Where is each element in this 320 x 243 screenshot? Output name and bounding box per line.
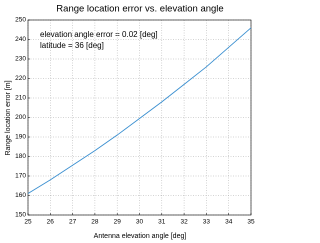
y-tick-label: 240 xyxy=(15,36,26,43)
y-tick-label: 210 xyxy=(15,95,26,102)
x-tick-label: 33 xyxy=(203,219,211,226)
chart-title: Range location error vs. elevation angle xyxy=(56,4,223,15)
y-axis-label: Range location error [m] xyxy=(5,80,12,155)
annotation: latitude = 36 [deg] xyxy=(40,41,104,50)
line xyxy=(27,27,252,194)
y-tick-label: 200 xyxy=(15,114,26,121)
annotation: elevation angle error = 0.02 [deg] xyxy=(40,30,158,39)
x-tick-label: 32 xyxy=(180,219,188,226)
y-tick-label: 150 xyxy=(15,212,26,219)
x-axis-label: Antenna elevation angle [deg] xyxy=(94,233,187,240)
y-tick-label: 160 xyxy=(15,192,26,199)
x-tick-label: 28 xyxy=(91,219,99,226)
y-tick-label: 170 xyxy=(15,173,26,180)
y-tick-label: 190 xyxy=(15,134,26,141)
x-tick-label: 26 xyxy=(47,219,55,226)
y-tick-label: 230 xyxy=(15,56,26,63)
x-tick-label: 31 xyxy=(158,219,166,226)
x-tick-label: 27 xyxy=(69,219,77,226)
y-tick-label: 180 xyxy=(15,153,26,160)
x-tick-label: 34 xyxy=(225,219,233,226)
chart: Range location error vs. elevation angle… xyxy=(0,0,263,243)
x-tick-label: 35 xyxy=(247,219,255,226)
x-tick-label: 29 xyxy=(114,219,122,226)
y-tick-label: 250 xyxy=(15,17,26,24)
x-tick-label: 30 xyxy=(136,219,144,226)
y-tick-label: 220 xyxy=(15,75,26,82)
plot-frame xyxy=(27,19,252,216)
background xyxy=(0,0,263,243)
x-tick-label: 25 xyxy=(24,219,32,226)
